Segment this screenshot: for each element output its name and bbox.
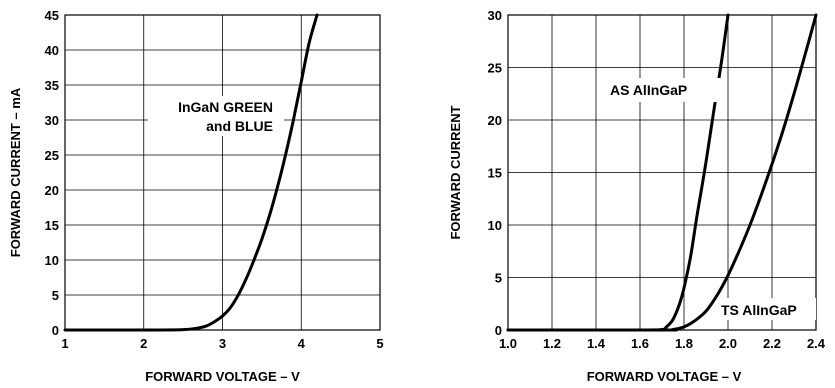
y-tick-label: 10 [488,218,502,233]
series-right [506,13,818,332]
y-tick-label: 15 [45,218,59,233]
annotation-bg-as [606,78,726,102]
y-tick-label: 15 [488,166,502,181]
x-tick-label: 3 [219,336,226,351]
ticks-right: 1.0 1.2 1.4 1.6 1.8 2.0 2.2 2.4 0 5 10 15 20 25 30 [488,8,826,351]
x-tick-label: 2 [140,336,147,351]
y-axis-title-right: FORWARD CURRENT [448,105,463,239]
x-axis-title-left: FORWARD VOLTAGE – V [145,369,300,384]
y-tick-label: 5 [52,288,59,303]
grid-left [65,15,380,330]
x-tick-label: 5 [376,336,383,351]
y-tick-label: 25 [45,148,59,163]
x-tick-label: 2.2 [763,336,781,351]
x-axis-title-right: FORWARD VOLTAGE – V [587,369,742,384]
x-tick-label: 1.0 [499,336,517,351]
x-tick-label: 1.6 [631,336,649,351]
y-tick-label: 45 [45,8,59,23]
y-tick-label: 10 [45,253,59,268]
x-tick-label: 1.2 [543,336,561,351]
x-tick-label: 4 [298,336,306,351]
series-line-1-1 [506,13,818,332]
x-tick-label: 2.0 [719,336,737,351]
x-tick-label: 1.4 [587,336,606,351]
annotation-as-alingap: AS AlInGaP [610,82,687,98]
y-tick-label: 20 [45,183,59,198]
annotation-ingan-line1: InGaN GREEN [178,99,273,115]
y-tick-label: 5 [495,271,502,286]
y-tick-label: 25 [488,61,502,76]
x-tick-label: 1.8 [675,336,693,351]
y-tick-label: 40 [45,43,59,58]
y-tick-label: 35 [45,78,59,93]
chart-alingap: 1.0 1.2 1.4 1.6 1.8 2.0 2.2 2.4 0 5 10 15 20 25 30 AS … [448,8,826,384]
series-line-0-0 [63,13,319,332]
series-left [63,13,319,332]
x-tick-label: 1 [61,336,68,351]
annotation-ts-alingap: TS AlInGaP [721,302,797,318]
y-tick-label: 30 [488,8,502,23]
y-tick-label: 0 [52,323,59,338]
y-tick-label: 0 [495,323,502,338]
y-axis-title-left: FORWARD CURRENT – mA [8,87,23,257]
annotation-bg-ingan [148,96,284,136]
y-tick-label: 20 [488,113,502,128]
annotation-ingan-line2: and BLUE [206,118,273,134]
x-tick-label: 2.4 [807,336,826,351]
annotation-bg-ts [718,298,816,320]
y-tick-label: 30 [45,113,59,128]
